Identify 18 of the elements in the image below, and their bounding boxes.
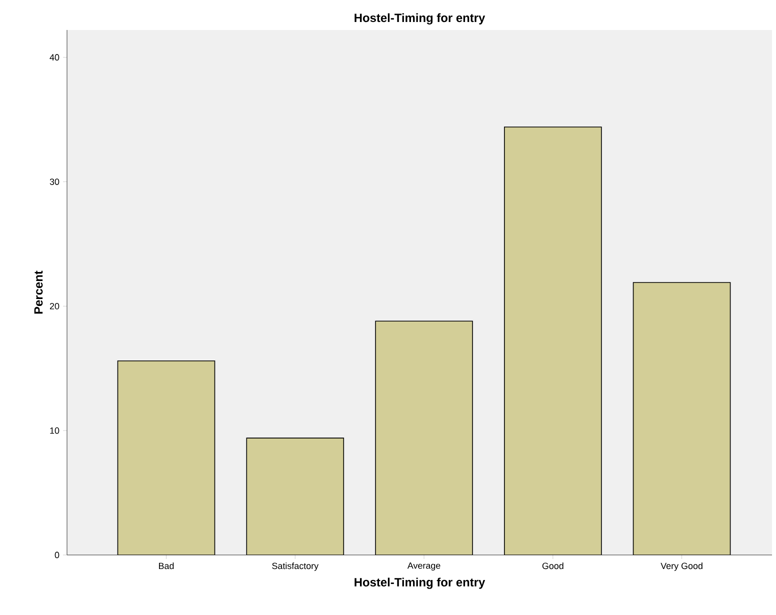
x-tick-label: Good: [542, 562, 564, 570]
y-axis-title: Percent: [34, 270, 43, 314]
x-tick-label: Satisfactory: [272, 562, 319, 571]
x-tick-label: Average: [407, 562, 440, 571]
x-axis-title: Hostel-Timing for entry: [354, 578, 486, 589]
bar: [504, 126, 602, 555]
chart-title: Hostel-Timing for entry: [354, 13, 486, 24]
bar: [375, 320, 473, 555]
y-tick-label: 30: [50, 178, 60, 185]
x-tick-label: Bad: [159, 562, 174, 570]
x-tick-label: Very Good: [660, 562, 702, 571]
bar: [117, 360, 216, 555]
y-tick-label: 0: [54, 552, 60, 558]
y-tick-label: 10: [50, 427, 60, 434]
y-tick-label: 40: [50, 54, 60, 61]
bar: [632, 282, 731, 555]
y-tick-label: 20: [50, 302, 60, 310]
bar: [246, 438, 344, 555]
